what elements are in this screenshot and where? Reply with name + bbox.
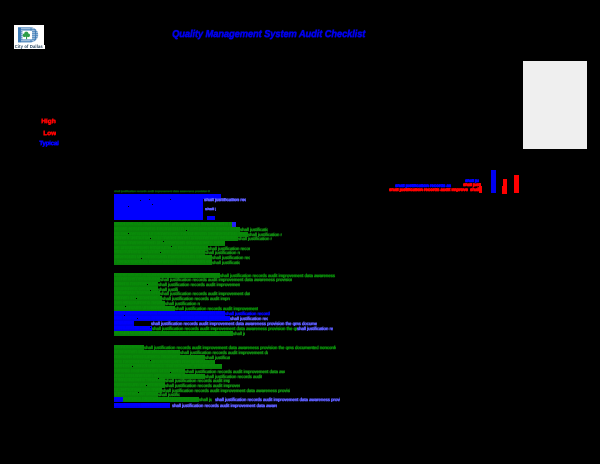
svg-text:City of Dallas: City of Dallas: [14, 44, 43, 49]
